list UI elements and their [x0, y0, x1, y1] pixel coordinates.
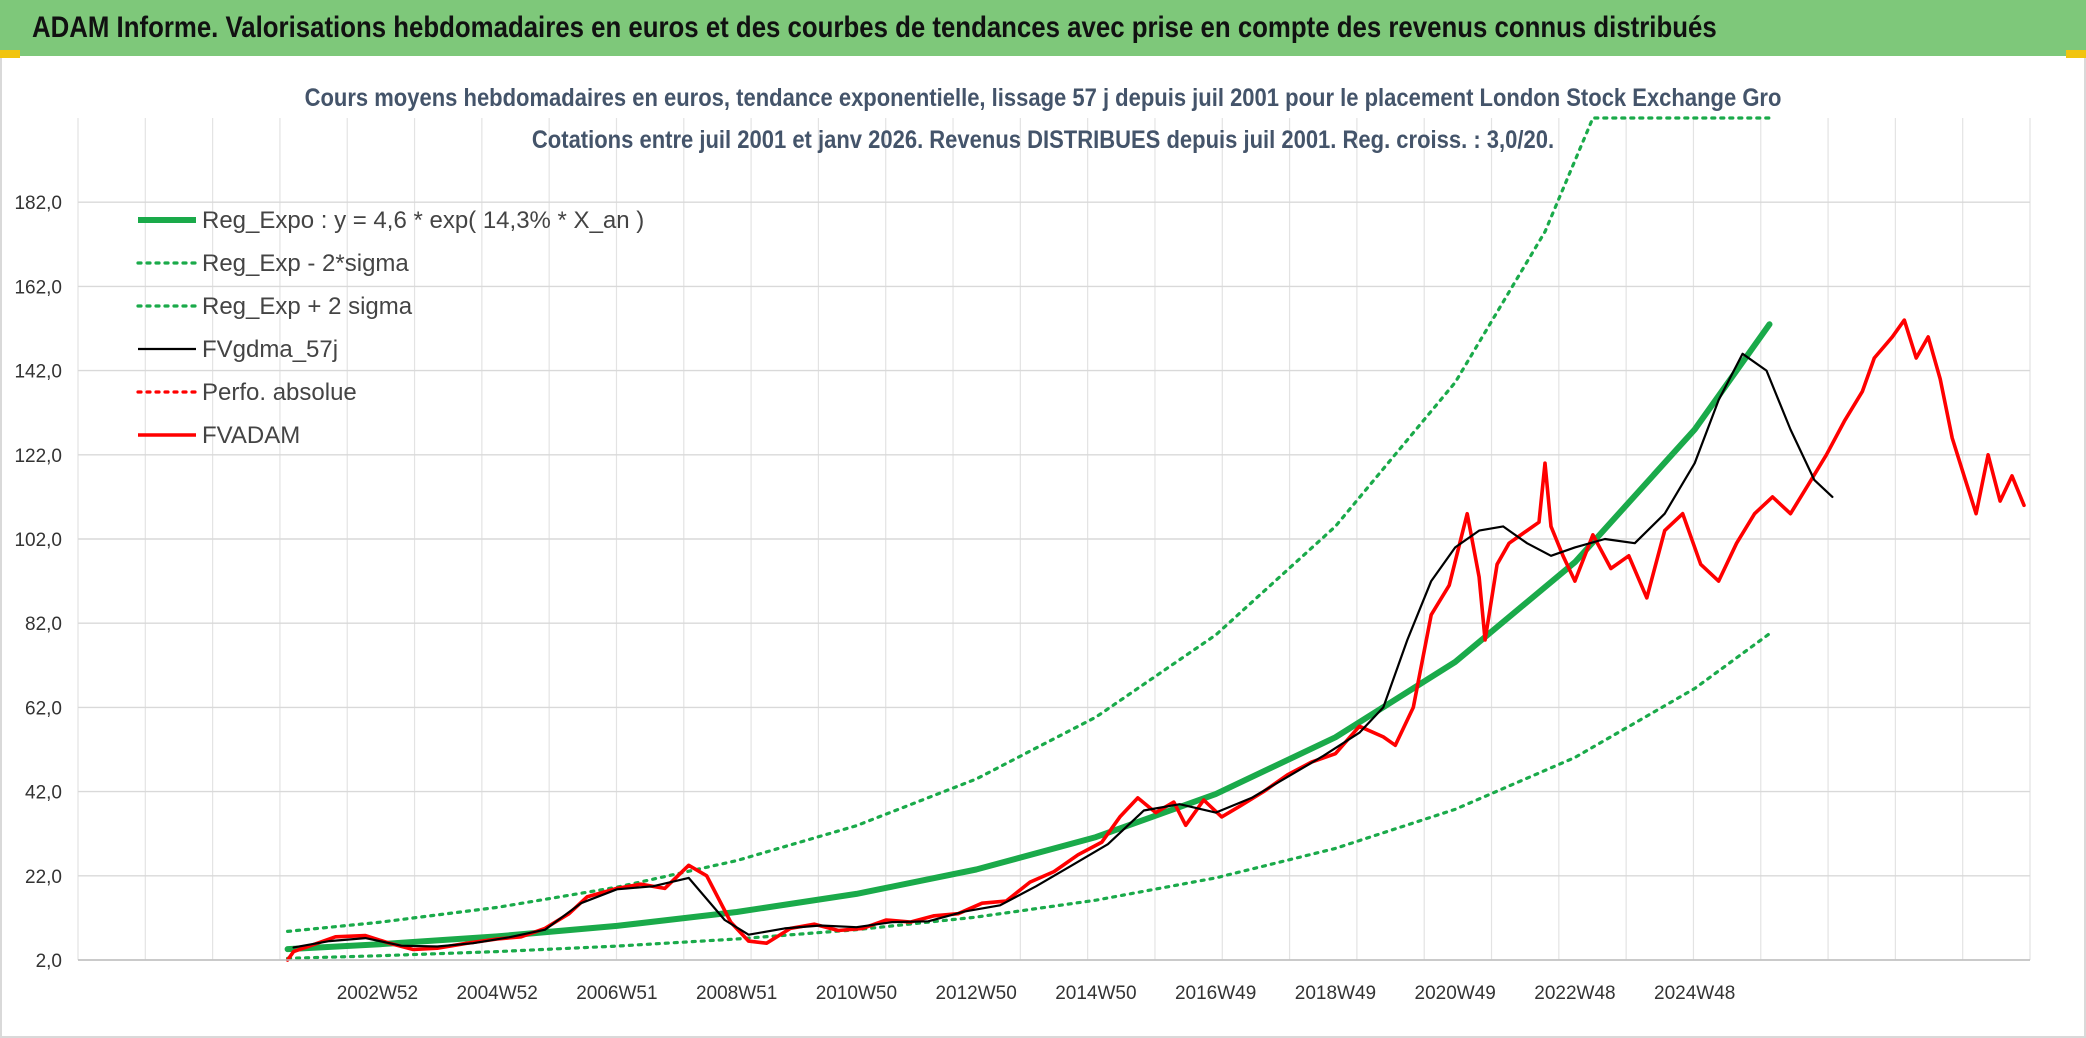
page-title: ADAM Informe. Valorisations hebdomadaire…	[32, 11, 1717, 44]
legend-label: Reg_Expo : y = 4,6 * exp( 14,3% * X_an )	[202, 207, 644, 234]
x-tick-label: 2004W52	[456, 983, 537, 1004]
y-tick-label: 102,0	[14, 530, 62, 551]
x-tick-label: 2002W52	[337, 983, 418, 1004]
series-line-3	[292, 352, 1834, 949]
y-tick-label: 82,0	[25, 614, 62, 635]
series-line-0	[284, 321, 1773, 953]
legend-label: Perfo. absolue	[202, 379, 357, 406]
series-line-1	[286, 632, 1772, 960]
y-tick-label: 142,0	[14, 362, 62, 383]
legend-label: FVADAM	[202, 422, 300, 449]
legend-label: Reg_Exp - 2*sigma	[202, 250, 409, 277]
x-tick-label: 2008W51	[696, 983, 777, 1004]
y-tick-label: 62,0	[25, 698, 62, 719]
header-accent-right	[2066, 50, 2086, 58]
chart-series	[284, 116, 2026, 962]
legend-label: FVgdma_57j	[202, 336, 338, 363]
legend-label: Reg_Exp + 2 sigma	[202, 293, 413, 320]
y-tick-label: 22,0	[25, 867, 62, 888]
y-tick-label: 42,0	[25, 783, 62, 804]
series-line-5	[285, 318, 2026, 962]
x-tick-label: 2022W48	[1534, 983, 1615, 1004]
chart-title: Cours moyens hebdomadaires en euros, ten…	[304, 84, 1782, 112]
x-tick-label: 2018W49	[1295, 983, 1376, 1004]
header-accent-left	[0, 50, 20, 58]
y-tick-label: 182,0	[14, 193, 62, 214]
chart-grid	[77, 118, 2031, 961]
x-tick-label: 2012W50	[935, 983, 1016, 1004]
x-tick-label: 2024W48	[1654, 983, 1735, 1004]
chart-legend: Reg_Expo : y = 4,6 * exp( 14,3% * X_an )…	[136, 207, 644, 449]
y-tick-label: 2,0	[36, 951, 62, 972]
header-bar	[0, 0, 2086, 56]
series-line-2	[286, 116, 1772, 933]
x-tick-label: 2016W49	[1175, 983, 1256, 1004]
chart-axes: 2,0 22,0 42,0 62,0 82,0 102,0 122,0 142,0 162,0 1…	[14, 193, 2030, 1004]
x-tick-label: 2014W50	[1055, 983, 1136, 1004]
chart-subtitle: Cotations entre juil 2001 et janv 2026. …	[531, 126, 1555, 154]
y-tick-label: 162,0	[14, 277, 62, 298]
x-tick-label: 2010W50	[816, 983, 897, 1004]
x-tick-label: 2020W49	[1415, 983, 1496, 1004]
x-tick-label: 2006W51	[576, 983, 657, 1004]
y-tick-label: 122,0	[14, 446, 62, 467]
